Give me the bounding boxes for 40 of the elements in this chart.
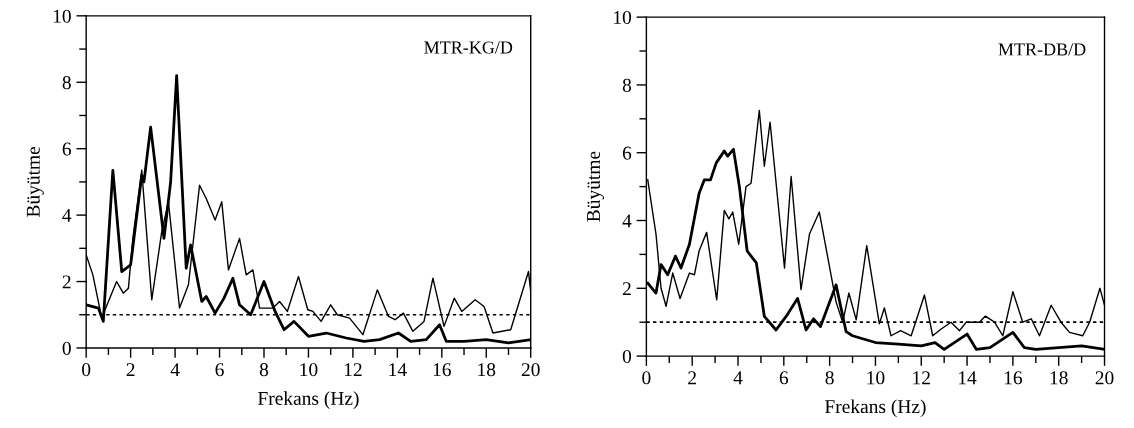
annotation: MTR-KG/D [424, 41, 513, 54]
x-tick-label: 18 [1050, 371, 1068, 385]
y-tick-label: 10 [614, 10, 632, 25]
x-tick-label: 4 [170, 363, 180, 377]
y-tick-label: 0 [62, 341, 71, 355]
x-tick-label: 18 [478, 363, 496, 377]
x-tick-label: 6 [779, 371, 789, 385]
y-axis-title: Büyütme [26, 146, 44, 217]
x-tick-label: 0 [642, 371, 651, 385]
y-tick-label: 8 [622, 78, 632, 92]
x-axis-title: Frekans (Hz) [257, 391, 359, 409]
y-tick-label: 6 [62, 142, 72, 156]
x-tick-label: 4 [733, 371, 743, 385]
y-tick-label: 10 [53, 9, 71, 23]
x-tick-label: 2 [126, 363, 135, 377]
x-tick-label: 20 [1095, 371, 1114, 385]
x-tick-label: 10 [867, 371, 885, 385]
x-tick-label: 12 [344, 363, 362, 377]
x-tick-label: 8 [259, 363, 269, 377]
annotation: MTR-DB/D [998, 43, 1086, 56]
x-tick-label: 12 [913, 371, 930, 385]
x-tick-label: 2 [688, 371, 696, 385]
x-tick-label: 16 [1004, 371, 1023, 385]
x-tick-label: 8 [825, 371, 834, 385]
x-tick-label: 10 [300, 363, 318, 377]
y-axis-title: Büyütme [587, 151, 605, 222]
x-tick-label: 20 [521, 363, 540, 377]
x-tick-label: 14 [389, 363, 407, 377]
x-tick-label: 0 [82, 363, 91, 377]
y-tick-label: 4 [622, 214, 632, 228]
x-axis-title: Frekans (Hz) [824, 399, 926, 418]
x-tick-label: 16 [433, 363, 451, 377]
y-tick-label: 6 [622, 146, 632, 160]
y-tick-label: 0 [622, 349, 632, 364]
x-tick-label: 14 [959, 371, 977, 385]
y-tick-label: 8 [62, 76, 71, 90]
y-tick-label: 4 [62, 209, 72, 222]
x-tick-label: 6 [215, 363, 224, 377]
y-tick-label: 2 [62, 275, 71, 289]
y-tick-label: 2 [622, 282, 631, 296]
